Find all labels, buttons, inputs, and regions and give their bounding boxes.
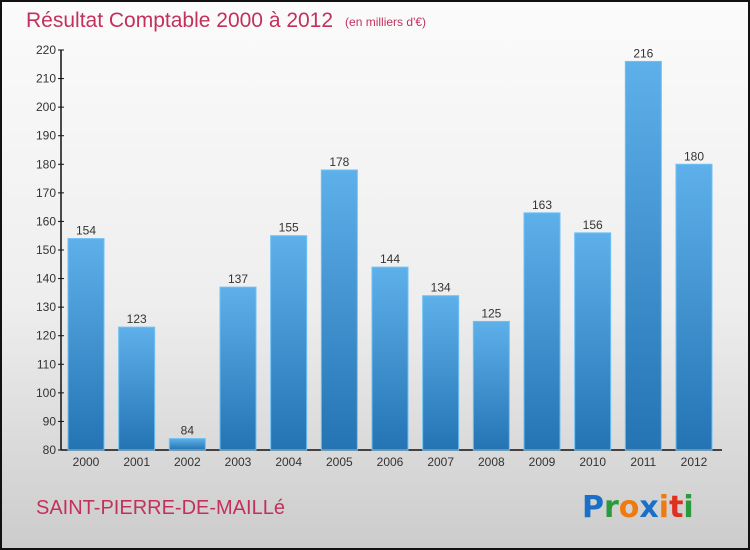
bar-2006 [371,266,409,451]
bar-2012 [675,163,713,451]
y-tick-label: 170 [36,186,56,200]
y-tick-label: 120 [36,329,56,343]
x-tick-label: 2009 [529,455,556,469]
x-tick-label: 2003 [225,455,252,469]
x-tick-label: 2004 [275,455,302,469]
data-label: 155 [279,221,299,235]
bar-2004 [270,235,308,451]
x-tick-label: 2002 [174,455,201,469]
bar-2002 [168,438,206,451]
y-tick-label: 210 [36,72,56,86]
data-label: 180 [684,149,704,163]
y-tick-label: 200 [36,100,56,114]
y-tick-label: 130 [36,300,56,314]
y-tick-label: 100 [36,386,56,400]
y-tick-label: 140 [36,272,56,286]
data-label: 154 [76,224,96,238]
bar-2000 [67,238,105,451]
bar-2009 [523,212,561,451]
y-tick-label: 90 [43,414,57,428]
bar-2011 [624,60,662,451]
x-tick-label: 2007 [427,455,454,469]
bar-2005 [320,169,358,451]
x-tick-label: 2011 [630,455,656,469]
city-name: SAINT-PIERRE-DE-MAILLé [36,497,285,519]
y-tick-label: 150 [36,243,56,257]
bar-2001 [118,326,156,451]
data-label: 163 [532,198,552,212]
data-label: 178 [329,155,349,169]
data-label: 134 [431,281,451,295]
data-label: 125 [481,306,501,320]
x-tick-label: 2010 [579,455,606,469]
data-label: 137 [228,272,248,286]
x-tick-label: 2001 [123,455,150,469]
data-label: 156 [583,218,603,232]
x-tick-label: 2012 [681,455,708,469]
y-tick-label: 190 [36,129,56,143]
y-tick-label: 110 [37,357,56,371]
y-tick-label: 220 [36,43,56,57]
x-tick-label: 2006 [377,455,404,469]
data-label: 84 [181,424,195,438]
chart-subtitle: (en milliers d'€) [345,15,426,29]
data-label: 144 [380,252,400,266]
x-tick-label: 2008 [478,455,505,469]
bar-2007 [422,295,460,451]
data-label: 216 [633,46,653,60]
y-tick-label: 80 [43,443,57,457]
bar-2008 [472,320,510,451]
bar-2010 [574,232,612,451]
proxiti-logo: Proxiti [582,490,694,525]
chart-title: Résultat Comptable 2000 à 2012 [26,9,333,32]
y-tick-label: 180 [36,157,56,171]
x-tick-label: 2005 [326,455,353,469]
data-label: 123 [127,312,147,326]
bar-2003 [219,286,257,451]
x-tick-label: 2000 [73,455,100,469]
y-tick-label: 160 [36,214,56,228]
